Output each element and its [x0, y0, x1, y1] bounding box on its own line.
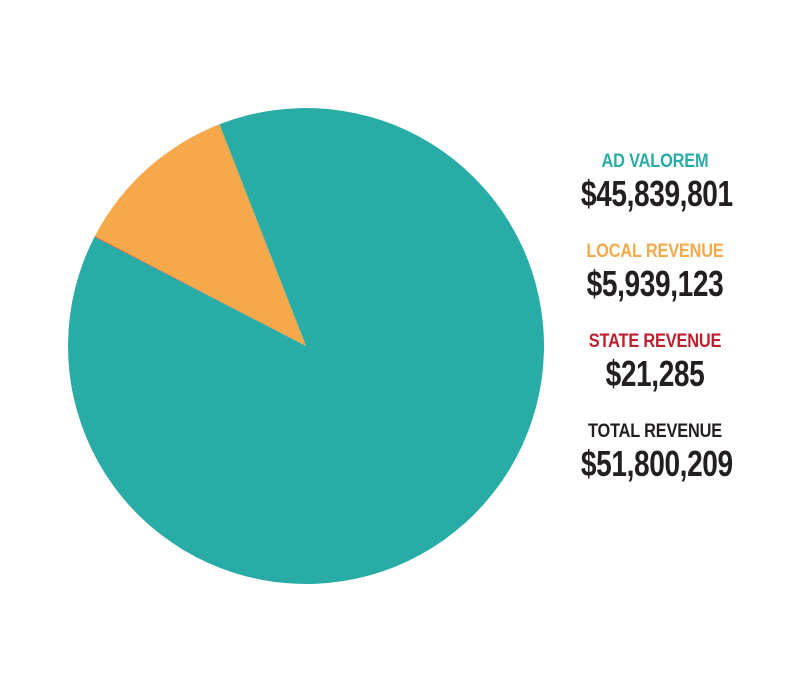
pie-slice-state-revenue	[94, 236, 306, 346]
legend-entry-total-revenue: TOTAL REVENUE $51,800,209	[560, 420, 750, 484]
legend-value-local-revenue: $5,939,123	[586, 263, 724, 304]
legend-value-state-revenue: $21,285	[605, 353, 705, 394]
legend-entry-state-revenue: STATE REVENUE $21,285	[560, 330, 750, 394]
chart-legend: AD VALOREM $45,839,801 LOCAL REVENUE $5,…	[560, 150, 750, 510]
legend-label-state-revenue: STATE REVENUE	[588, 331, 722, 352]
legend-value-total-revenue: $51,800,209	[580, 443, 733, 484]
pie-slice-ad-valorem	[67, 107, 544, 585]
legend-entry-ad-valorem: AD VALOREM $45,839,801	[560, 150, 750, 214]
pie-slices	[67, 107, 544, 585]
legend-label-local-revenue: LOCAL REVENUE	[586, 241, 724, 262]
pie-slice-local-revenue	[94, 124, 306, 346]
legend-entry-local-revenue: LOCAL REVENUE $5,939,123	[560, 240, 750, 304]
legend-label-total-revenue: TOTAL REVENUE	[588, 421, 722, 442]
legend-label-ad-valorem: AD VALOREM	[601, 151, 709, 172]
legend-value-ad-valorem: $45,839,801	[580, 173, 733, 214]
